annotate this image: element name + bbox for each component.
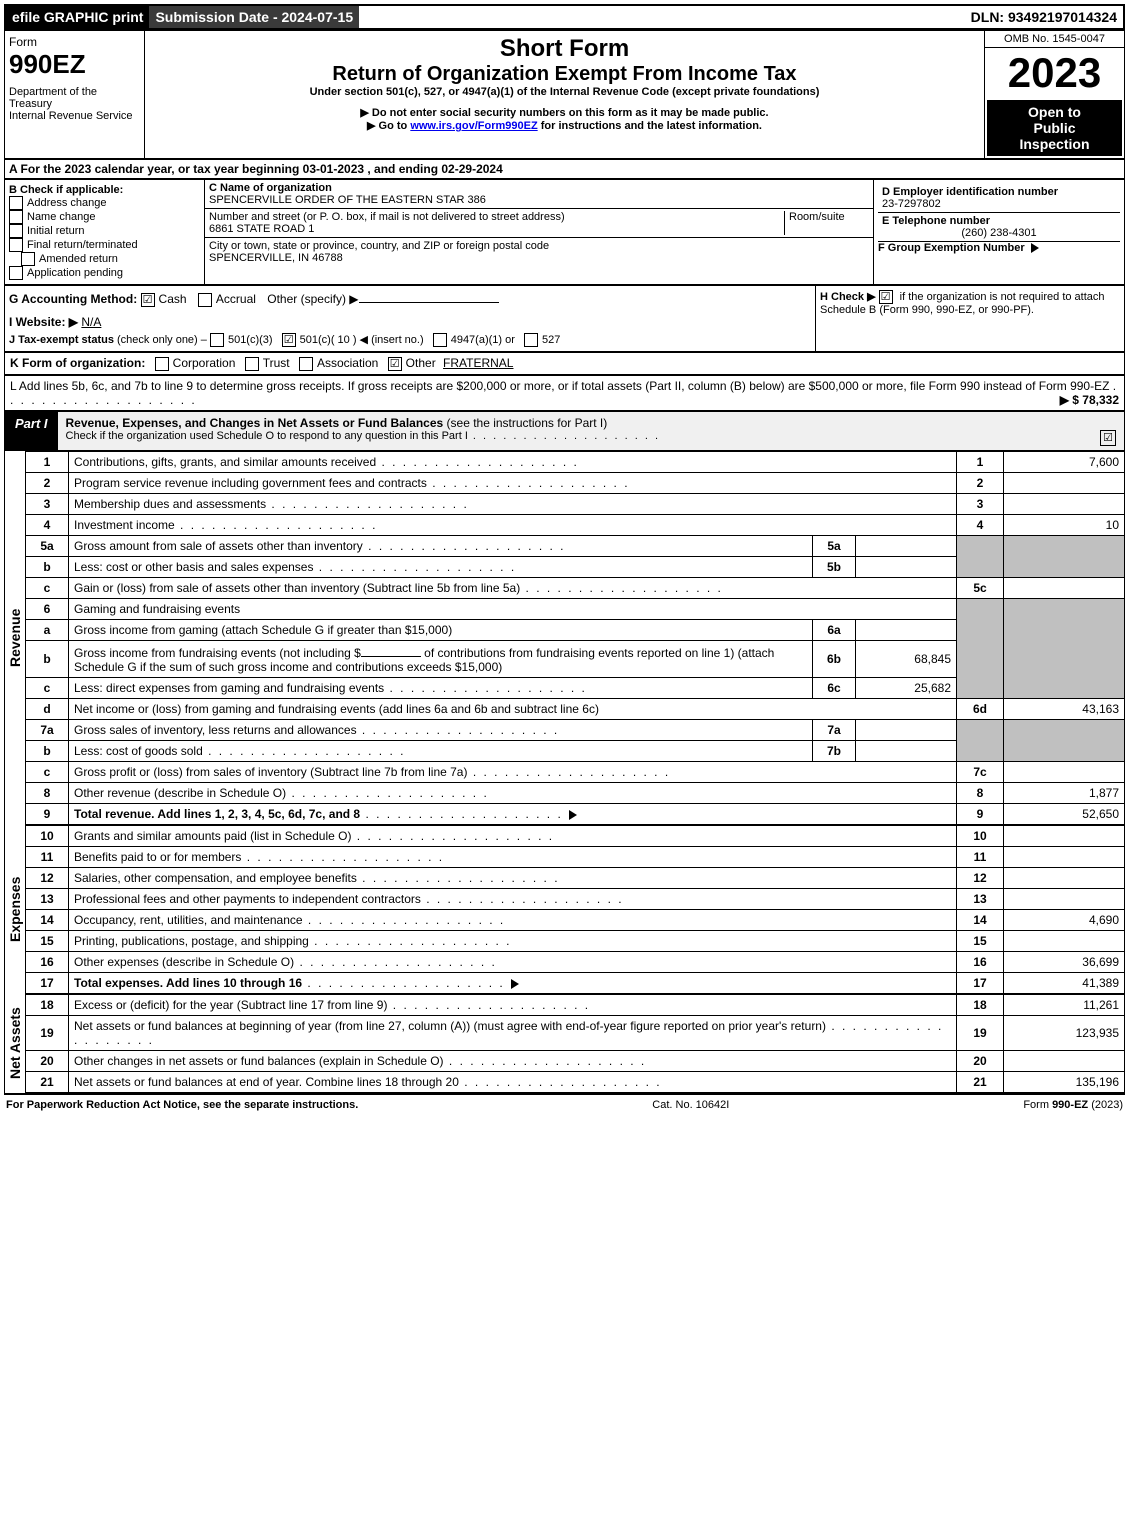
chk-association[interactable] [299,357,313,371]
top-bar: efile GRAPHIC print Submission Date - 20… [4,4,1125,30]
section-h: H Check ▶ ☑ if the organization is not r… [815,286,1124,351]
return-title: Return of Organization Exempt From Incom… [149,63,980,86]
org-city: SPENCERVILLE, IN 46788 [209,252,869,264]
arrow-icon [569,810,577,820]
line-3-amt [1004,493,1125,514]
chk-schedule-b-not-required[interactable]: ☑ [879,290,893,304]
line-6c-amt: 25,682 [856,677,957,698]
chk-527[interactable] [524,333,538,347]
open-to-public: Open to Public Inspection [987,100,1122,156]
sections-g-h: G Accounting Method: ☑Cash Accrual Other… [4,285,1125,352]
line-2-amt [1004,472,1125,493]
page-footer: For Paperwork Reduction Act Notice, see … [4,1093,1125,1115]
short-form-title: Short Form [149,35,980,63]
arrow-icon [511,979,519,989]
ein: 23-7297802 [882,198,1116,210]
revenue-sidebar: Revenue [5,451,25,825]
sections-b-through-f: B Check if applicable: Address change Na… [4,179,1125,285]
line-5b-amt [856,556,957,577]
chk-trust[interactable] [245,357,259,371]
line-5c-amt [1004,577,1125,598]
chk-address-change[interactable] [9,196,23,210]
line-4-amt: 10 [1004,514,1125,535]
gross-receipts: ▶ $ 78,332 [1060,393,1119,407]
section-k: K Form of organization: Corporation Trus… [4,352,1125,375]
chk-amended-return[interactable] [21,252,35,266]
line-19-amt: 123,935 [1004,1015,1125,1050]
line-7a-amt [856,719,957,740]
line-7b-amt [856,740,957,761]
omb: OMB No. 1545-0047 [985,31,1124,48]
line-11-amt [1004,846,1125,867]
submission-date: Submission Date - 2024-07-15 [149,6,359,28]
chk-cash[interactable]: ☑ [141,293,155,307]
line-13-amt [1004,888,1125,909]
chk-name-change[interactable] [9,210,23,224]
form-header: Form 990EZ Department of the Treasury In… [4,30,1125,159]
footer-right: Form 990-EZ (2023) [1023,1099,1123,1111]
org-name: SPENCERVILLE ORDER OF THE EASTERN STAR 3… [209,194,869,206]
chk-application-pending[interactable] [9,266,23,280]
chk-accrual[interactable] [198,293,212,307]
line-15-amt [1004,930,1125,951]
chk-corporation[interactable] [155,357,169,371]
line-14-amt: 4,690 [1004,909,1125,930]
section-a-period: A For the 2023 calendar year, or tax yea… [4,159,1125,179]
section-c: C Name of organization SPENCERVILLE ORDE… [205,180,874,284]
instr-no-ssn: ▶ Do not enter social security numbers o… [149,106,980,119]
net-assets-table: 18Excess or (deficit) for the year (Subt… [25,994,1125,1093]
line-16-amt: 36,699 [1004,951,1125,972]
efile-print-label[interactable]: efile GRAPHIC print [6,6,149,28]
line-10-amt [1004,825,1125,846]
net-assets-sidebar: Net Assets [5,994,25,1093]
expenses-table: 10Grants and similar amounts paid (list … [25,825,1125,994]
line-6d-amt: 43,163 [1004,698,1125,719]
footer-mid: Cat. No. 10642I [652,1099,729,1111]
expenses-section: Expenses 10Grants and similar amounts pa… [4,825,1125,994]
chk-initial-return[interactable] [9,224,23,238]
chk-4947[interactable] [433,333,447,347]
line-17-amt: 41,389 [1004,972,1125,993]
line-21-amt: 135,196 [1004,1071,1125,1092]
other-specify-line[interactable] [359,290,499,303]
sections-d-e-f: D Employer identification number 23-7297… [874,180,1124,284]
form-number: 990EZ [9,49,140,80]
subtitle: Under section 501(c), 527, or 4947(a)(1)… [149,86,980,98]
line-9-amt: 52,650 [1004,803,1125,824]
footer-left: For Paperwork Reduction Act Notice, see … [6,1099,358,1111]
part-i-header: Part I Revenue, Expenses, and Changes in… [4,411,1125,451]
revenue-table: 1Contributions, gifts, grants, and simil… [25,451,1125,825]
line-20-amt [1004,1050,1125,1071]
line-1-amt: 7,600 [1004,451,1125,472]
chk-501c3[interactable] [210,333,224,347]
chk-final-return[interactable] [9,238,23,252]
expenses-sidebar: Expenses [5,825,25,994]
line-5a-amt [856,535,957,556]
form-word: Form [9,35,140,49]
dln: DLN: 93492197014324 [965,6,1123,28]
line-18-amt: 11,261 [1004,994,1125,1015]
line-12-amt [1004,867,1125,888]
chk-501c[interactable]: ☑ [282,333,296,347]
instr-goto: ▶ Go to www.irs.gov/Form990EZ for instru… [149,119,980,132]
org-street: 6861 STATE ROAD 1 [209,223,780,235]
telephone: (260) 238-4301 [882,227,1116,239]
section-l: L Add lines 5b, 6c, and 7b to line 9 to … [4,375,1125,411]
line-7c-amt [1004,761,1125,782]
irs-link[interactable]: www.irs.gov/Form990EZ [410,120,537,132]
line-8-amt: 1,877 [1004,782,1125,803]
chk-other-org[interactable]: ☑ [388,357,402,371]
room-suite-label: Room/suite [785,211,869,235]
section-b: B Check if applicable: Address change Na… [5,180,205,284]
dept-label: Department of the Treasury Internal Reve… [9,86,140,122]
tax-year: 2023 [985,48,1124,98]
website: N/A [81,315,101,329]
line-6b-amt: 68,845 [856,640,957,677]
revenue-section: Revenue 1Contributions, gifts, grants, a… [4,451,1125,825]
arrow-icon [1031,243,1039,253]
other-org-val: FRATERNAL [443,356,513,370]
chk-schedule-o-parti[interactable]: ☑ [1100,430,1116,446]
net-assets-section: Net Assets 18Excess or (deficit) for the… [4,994,1125,1093]
line-6a-amt [856,619,957,640]
